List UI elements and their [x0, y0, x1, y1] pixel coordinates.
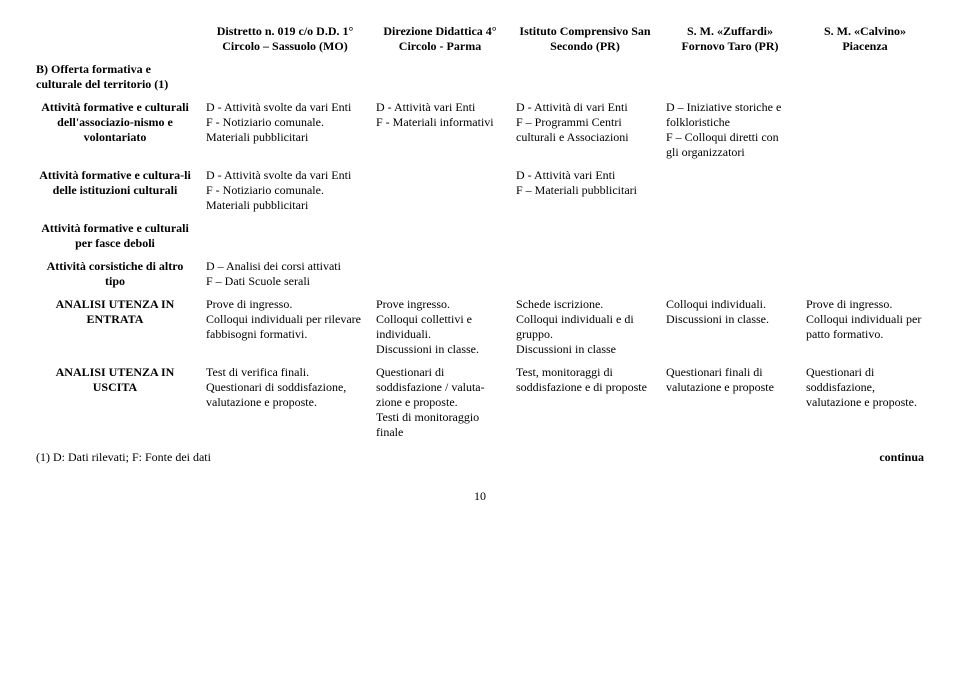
hdr-c5: S. M. «Calvino» Piacenza — [800, 20, 930, 58]
r1-c2: D - Attività vari EntiF - Materiali info… — [370, 96, 510, 164]
r2-c5 — [800, 164, 930, 217]
row-corsistiche: Attività corsistiche di altro tipo D – A… — [30, 255, 930, 293]
r4-label: Attività corsistiche di altro tipo — [30, 255, 200, 293]
r1-label: Attività formative e culturali dell'asso… — [30, 96, 200, 164]
row-utenza-uscita: ANALISI UTENZA IN USCITA Test di verific… — [30, 361, 930, 444]
row-utenza-entrata: ANALISI UTENZA IN ENTRATA Prove di ingre… — [30, 293, 930, 361]
r2-c1: D - Attività svolte da vari EntiF - Noti… — [200, 164, 370, 217]
r1-c5 — [800, 96, 930, 164]
r5-c2: Prove ingresso.Colloqui collettivi e ind… — [370, 293, 510, 361]
r5-c1: Prove di ingresso.Colloqui individuali p… — [200, 293, 370, 361]
r2-c4 — [660, 164, 800, 217]
r1-c4: D – Iniziative storiche e folkloristiche… — [660, 96, 800, 164]
r2-c3: D - Attività vari EntiF – Materiali pubb… — [510, 164, 660, 217]
r6-c5: Questionari di soddisfazione, valutazion… — [800, 361, 930, 444]
row-fasce-deboli: Attività formative e culturali per fasce… — [30, 217, 930, 255]
footnote: (1) D: Dati rilevati; F: Fonte dei dati — [30, 444, 800, 469]
footer-row: (1) D: Dati rilevati; F: Fonte dei dati … — [30, 444, 930, 469]
r6-c3: Test, monitoraggi di soddisfazione e di … — [510, 361, 660, 444]
hdr-c2: Direzione Didattica 4° Circolo - Parma — [370, 20, 510, 58]
header-row: Distretto n. 019 c/o D.D. 1° Circolo – S… — [30, 20, 930, 58]
r6-label: ANALISI UTENZA IN USCITA — [30, 361, 200, 444]
hdr-c4: S. M. «Zuffardi» Fornovo Taro (PR) — [660, 20, 800, 58]
hdr-c0 — [30, 20, 200, 58]
comparison-table: Distretto n. 019 c/o D.D. 1° Circolo – S… — [30, 20, 930, 469]
r2-c2 — [370, 164, 510, 217]
r6-c4: Questionari finali di valutazione e prop… — [660, 361, 800, 444]
r2-label: Attività formative e cultura-li delle is… — [30, 164, 200, 217]
page-number: 10 — [30, 489, 930, 504]
r1-c1: D - Attività svolte da vari EntiF - Noti… — [200, 96, 370, 164]
r6-c1: Test di verifica finali.Questionari di s… — [200, 361, 370, 444]
r5-c3: Schede iscrizione.Colloqui individuali e… — [510, 293, 660, 361]
section-b-title: B) Offerta formativa e culturale del ter… — [30, 58, 200, 96]
hdr-c3: Istituto Comprensivo San Secondo (PR) — [510, 20, 660, 58]
row-istituzioni: Attività formative e cultura-li delle is… — [30, 164, 930, 217]
r3-label: Attività formative e culturali per fasce… — [30, 217, 200, 255]
r1-c3: D - Attività di vari EntiF – Programmi C… — [510, 96, 660, 164]
r5-c5: Prove di ingresso.Colloqui individuali p… — [800, 293, 930, 361]
continua-label: continua — [800, 444, 930, 469]
section-b-row: B) Offerta formativa e culturale del ter… — [30, 58, 930, 96]
r5-label: ANALISI UTENZA IN ENTRATA — [30, 293, 200, 361]
row-associazionismo: Attività formative e culturali dell'asso… — [30, 96, 930, 164]
r5-c4: Colloqui individuali.Discussioni in clas… — [660, 293, 800, 361]
hdr-c1: Distretto n. 019 c/o D.D. 1° Circolo – S… — [200, 20, 370, 58]
r6-c2: Questionari di soddisfazione / valuta-zi… — [370, 361, 510, 444]
r4-c1: D – Analisi dei corsi attivatiF – Dati S… — [200, 255, 370, 293]
